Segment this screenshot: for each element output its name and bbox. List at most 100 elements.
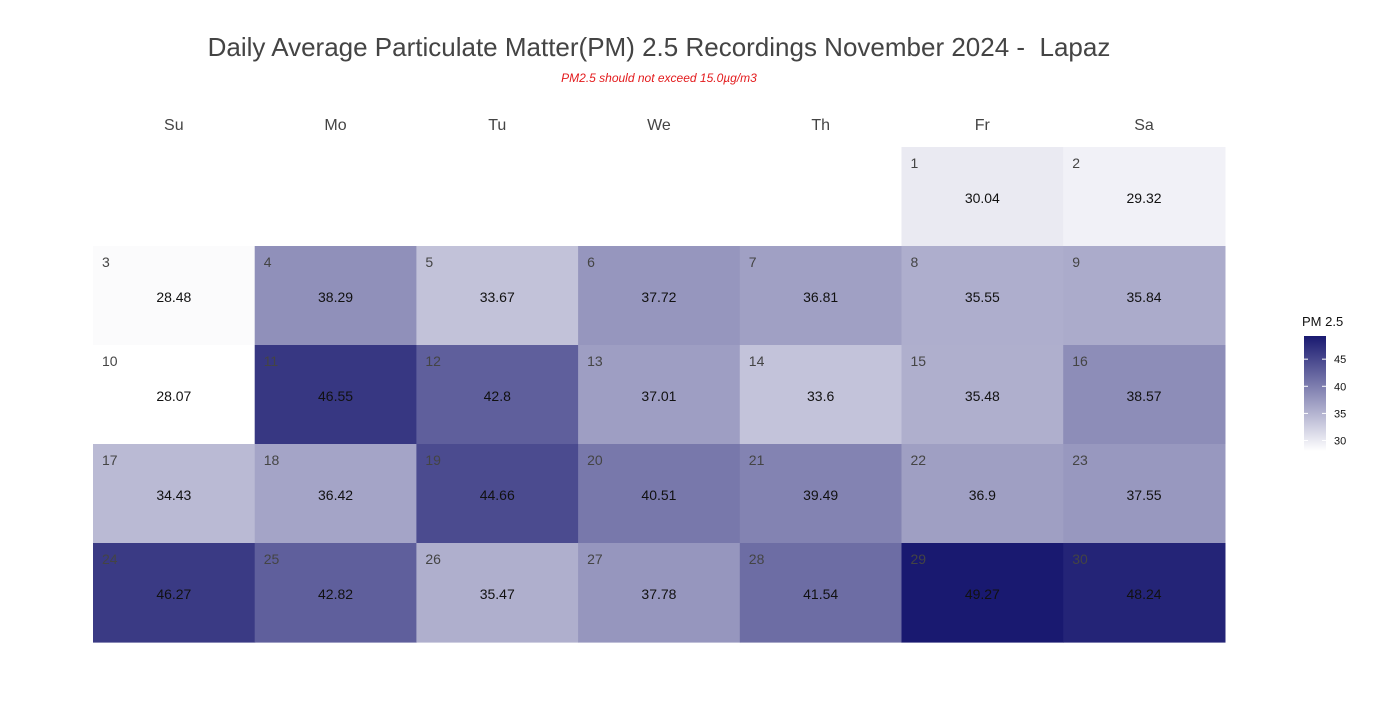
day-cell: 11 46.55 [254, 345, 417, 445]
day-cell-fill [1063, 543, 1226, 643]
weekday-label-mo: Mo [324, 117, 346, 134]
day-number: 5 [425, 254, 433, 270]
day-cell-fill [416, 345, 579, 445]
day-cell-fill [739, 345, 903, 445]
day-cell: 21 39.49 [739, 444, 903, 544]
pm-value-label: 29.32 [1127, 190, 1162, 206]
pm-value-label: 34.43 [156, 487, 191, 503]
day-cell: 27 37.78 [578, 543, 741, 643]
day-cell: 23 37.55 [1063, 444, 1226, 544]
day-number: 21 [749, 452, 765, 468]
pm-value-label: 48.24 [1127, 586, 1162, 602]
pm-value-label: 28.48 [156, 289, 191, 305]
pm-value-label: 35.55 [965, 289, 1000, 305]
day-number: 8 [911, 254, 919, 270]
day-cell: 15 35.48 [901, 345, 1064, 445]
day-cell: 17 34.43 [93, 444, 256, 544]
day-cell-fill [1063, 246, 1226, 346]
day-number: 24 [102, 551, 118, 567]
day-number: 29 [911, 551, 927, 567]
pm-value-label: 39.49 [803, 487, 838, 503]
day-number: 13 [587, 353, 603, 369]
day-cell-fill [578, 543, 741, 643]
day-cell: 26 35.47 [416, 543, 579, 643]
legend-title: PM 2.5 [1302, 314, 1344, 329]
weekday-label-tu: Tu [488, 117, 506, 134]
legend-tick-label: 30 [1334, 436, 1346, 448]
day-cell: 328.48 [93, 246, 256, 346]
pm-value-label: 44.66 [480, 487, 515, 503]
day-number: 25 [264, 551, 280, 567]
legend-tick-label: 45 [1334, 354, 1346, 366]
pm-value-label: 35.84 [1127, 289, 1162, 305]
day-cell-fill [93, 543, 256, 643]
day-cell: 19 44.66 [416, 444, 579, 544]
day-cell-fill [901, 345, 1064, 445]
day-cell-fill [254, 345, 417, 445]
chart-subtitle: PM2.5 should not exceed 15.0µg/m3 [561, 71, 757, 85]
day-number: 27 [587, 551, 603, 567]
day-cell: 835.55 [901, 246, 1064, 346]
day-cell-fill [416, 543, 579, 643]
day-number: 22 [911, 452, 927, 468]
day-cell: 16 38.57 [1063, 345, 1226, 445]
day-number: 20 [587, 452, 603, 468]
day-cell-fill [901, 246, 1064, 346]
day-cell-fill [1063, 147, 1226, 247]
pm-value-label: 36.81 [803, 289, 838, 305]
day-number: 18 [264, 452, 280, 468]
day-cell-fill [578, 246, 741, 346]
pm-value-label: 42.82 [318, 586, 353, 602]
day-cell: 18 36.42 [254, 444, 417, 544]
day-number: 4 [264, 254, 272, 270]
pm-value-label: 46.55 [318, 388, 353, 404]
day-number: 19 [425, 452, 441, 468]
day-cell-fill [416, 246, 579, 346]
day-cell: 13 37.01 [578, 345, 741, 445]
day-cell: 20 40.51 [578, 444, 741, 544]
day-cell-fill [739, 444, 903, 544]
pm-value-label: 46.27 [156, 586, 191, 602]
weekday-label-su: Su [164, 117, 184, 134]
day-cell-fill [1063, 345, 1226, 445]
weekday-label-sa: Sa [1134, 117, 1154, 134]
day-cell: 25 42.82 [254, 543, 417, 643]
day-cell-fill [739, 246, 903, 346]
pm-value-label: 40.51 [641, 487, 676, 503]
day-number: 30 [1072, 551, 1088, 567]
pm-value-label: 37.01 [641, 388, 676, 404]
day-cell-fill [739, 543, 903, 643]
weekday-label-fr: Fr [975, 117, 991, 134]
day-number: 9 [1072, 254, 1080, 270]
day-cell-fill [901, 444, 1064, 544]
day-cell: 229.32 [1063, 147, 1226, 247]
day-cell: 10 28.07 [93, 345, 256, 445]
day-cell-fill [254, 444, 417, 544]
pm-value-label: 37.78 [641, 586, 676, 602]
day-cell: 130.04 [901, 147, 1064, 247]
day-cell-fill [901, 543, 1064, 643]
pm-value-label: 30.04 [965, 190, 1000, 206]
day-cell: 736.81 [739, 246, 903, 346]
day-cell-fill [578, 444, 741, 544]
day-cell-fill [901, 147, 1064, 247]
pm-value-label: 36.9 [969, 487, 996, 503]
pm-value-label: 37.72 [641, 289, 676, 305]
pm-value-label: 36.42 [318, 487, 353, 503]
day-cell: 438.29 [254, 246, 417, 346]
day-number: 12 [425, 353, 441, 369]
pm-value-label: 49.27 [965, 586, 1000, 602]
day-cell: 29 49.27 [901, 543, 1064, 643]
day-number: 26 [425, 551, 441, 567]
day-cell-fill [1063, 444, 1226, 544]
day-number: 6 [587, 254, 595, 270]
pm-value-label: 42.8 [484, 388, 511, 404]
day-cell-fill [578, 345, 741, 445]
day-number: 7 [749, 254, 757, 270]
day-number: 14 [749, 353, 765, 369]
day-cell: 935.84 [1063, 246, 1226, 346]
day-cell-fill [93, 345, 256, 445]
day-cell: 30 48.24 [1063, 543, 1226, 643]
legend-tick-label: 40 [1334, 381, 1346, 393]
